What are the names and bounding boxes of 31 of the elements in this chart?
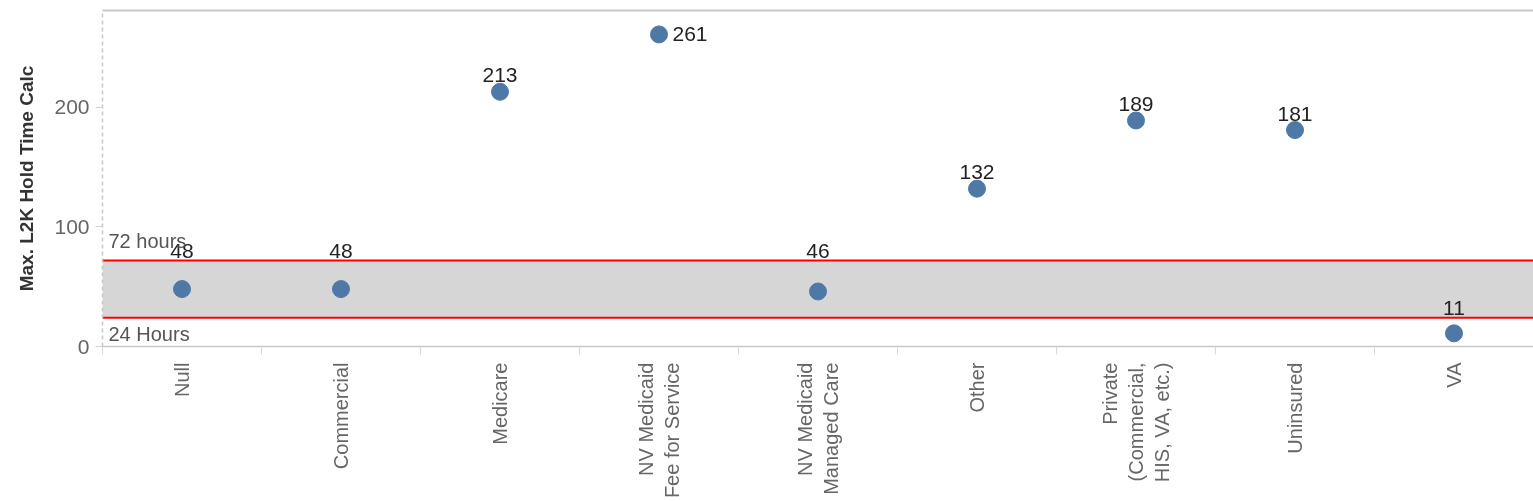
data-label: 189 — [1118, 92, 1154, 116]
data-label: 213 — [482, 63, 518, 87]
point — [1445, 324, 1463, 343]
x-tick-label: NV Medicaid Fee for Service — [634, 362, 684, 499]
data-label: 181 — [1277, 101, 1313, 125]
data-label: 11 — [1443, 296, 1465, 320]
x-tick-label: Commercial — [330, 362, 352, 470]
y-tick-label: 100 — [54, 214, 90, 238]
point — [968, 179, 986, 198]
x-tick-label: Private (Commercial, HIS, VA, etc.) — [1098, 362, 1174, 483]
point — [809, 282, 827, 301]
point — [332, 280, 350, 299]
ref-line-label: 24 Hours — [108, 322, 190, 345]
point — [1286, 121, 1304, 140]
data-label: 48 — [329, 238, 353, 262]
x-tick-label: Medicare — [489, 362, 511, 445]
y-tick-label: 0 — [77, 334, 90, 358]
x-tick-label: Other — [966, 362, 988, 413]
point — [173, 280, 191, 299]
x-tick-label: NV Medicaid Managed Care — [793, 362, 843, 495]
point — [491, 82, 509, 101]
point — [650, 25, 668, 44]
x-tick-label: Null — [171, 362, 193, 397]
data-label: 46 — [806, 238, 830, 262]
y-tick-label: 200 — [54, 95, 90, 119]
x-tick-label: VA — [1443, 361, 1465, 388]
data-label: 132 — [959, 160, 995, 184]
point — [1127, 111, 1145, 130]
data-label: 261 — [672, 22, 708, 46]
x-tick-label: Uninsured — [1284, 362, 1306, 454]
y-axis-title: Max. L2K Hold Time Calc — [16, 65, 38, 292]
